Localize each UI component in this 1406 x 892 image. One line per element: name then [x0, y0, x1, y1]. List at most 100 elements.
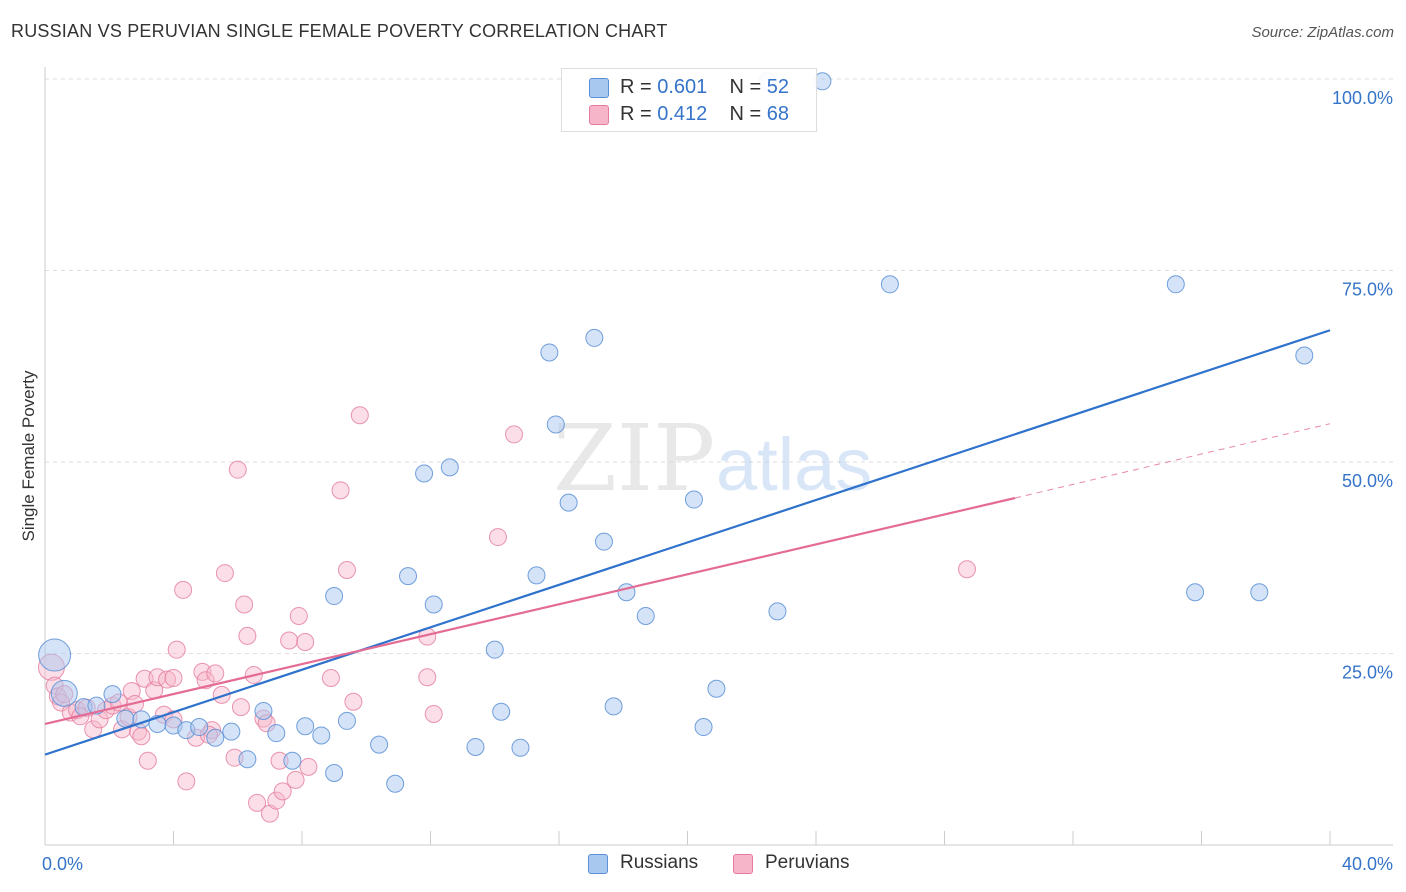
russians-point [370, 735, 389, 754]
russians-point [492, 702, 511, 721]
russians-point [1295, 346, 1314, 365]
peruvians-point [344, 692, 363, 711]
russians-point [386, 774, 405, 793]
legend-swatch-russians [589, 78, 609, 98]
peruvians-point [174, 580, 193, 599]
russians-point [283, 751, 302, 770]
peruvians-trendline [44, 496, 1016, 726]
bottom-legend-peruvians: Peruvians [733, 852, 873, 876]
russians-point [604, 697, 623, 716]
peruvians-point [248, 793, 267, 812]
legend-r-label: R = [620, 76, 658, 98]
y-tick-label: 25.0% [1342, 663, 1393, 683]
peruvians-point [260, 804, 279, 823]
peruvians-point [215, 564, 234, 583]
x-tick-label: 0.0% [42, 854, 83, 874]
legend-r-value: 0.601 [657, 76, 708, 98]
russians-point [694, 718, 713, 737]
russians-point [1250, 583, 1269, 602]
russians-point [222, 722, 241, 741]
russians-point [1186, 583, 1205, 602]
peruvians-trendline-extension [1015, 423, 1331, 499]
russians-point [325, 763, 344, 782]
russians-point [485, 640, 504, 659]
peruvians-point [177, 772, 196, 791]
russians-point [880, 275, 899, 294]
peruvians-point [231, 698, 250, 717]
peruvians-point [280, 631, 299, 650]
russians-point [87, 696, 106, 715]
russians-point [267, 724, 286, 743]
legend-n-label: N = [729, 76, 767, 98]
peruvians-point [957, 560, 976, 579]
peruvians-point [296, 633, 315, 652]
russians-point [546, 415, 565, 434]
peruvians-points [37, 406, 976, 823]
y-tick-label: 100.0% [1332, 88, 1393, 108]
legend-r-label: R = [620, 103, 658, 125]
peruvians-point [418, 668, 437, 687]
peruvians-point [164, 669, 183, 688]
peruvians-point [273, 782, 292, 801]
peruvians-point [424, 705, 443, 724]
russians-point [559, 493, 578, 512]
y-axis-title: Single Female Poverty [19, 370, 38, 542]
legend-n-value: 52 [766, 76, 790, 98]
legend-row-russians: R = 0.601 N = 52 [562, 75, 816, 101]
russians-point [585, 328, 604, 347]
russians-point [206, 728, 225, 747]
legend-stats-peruvians: R = 0.412 N = 68 [620, 103, 789, 126]
peruvians-point [135, 669, 154, 688]
y-tick-label: 50.0% [1342, 471, 1393, 491]
russians-point [50, 679, 78, 707]
russians-point [636, 606, 655, 625]
peruvians-point [228, 460, 247, 479]
peruvians-point [289, 606, 308, 625]
peruvians-point [267, 791, 286, 810]
peruvians-point [158, 670, 177, 689]
peruvians-point [235, 595, 254, 614]
peruvians-point [132, 727, 151, 746]
russians-point [337, 711, 356, 730]
bottom-legend-label-russians: Russians [620, 852, 699, 873]
peruvians-point [337, 561, 356, 580]
russians-point [325, 587, 344, 606]
legend-n-value: 68 [766, 103, 790, 125]
watermark: ZIP atlas [553, 405, 872, 512]
russians-point [116, 709, 135, 728]
russians-point [1166, 275, 1185, 294]
peruvians-point [505, 425, 524, 444]
russians-point [415, 464, 434, 483]
russians-point [466, 737, 485, 756]
legend-n-label: N = [729, 103, 767, 125]
bottom-legend-russians: Russians [588, 852, 718, 876]
russians-point [707, 679, 726, 698]
peruvians-point [321, 669, 340, 688]
russians-point [511, 738, 530, 757]
peruvians-point [488, 528, 507, 547]
russians-point [594, 532, 613, 551]
y-tick-label: 75.0% [1342, 280, 1393, 300]
bottom-legend-swatch-russians [588, 854, 608, 874]
peruvians-point [331, 481, 350, 500]
peruvians-point [286, 770, 305, 789]
x-tick-label: 40.0% [1342, 854, 1393, 874]
russians-point [424, 595, 443, 614]
russians-point [527, 566, 546, 585]
peruvians-point [212, 685, 231, 704]
russians-point [768, 602, 787, 621]
russians-point [296, 717, 315, 736]
russians-point [38, 638, 72, 672]
legend-r-value: 0.412 [657, 103, 708, 125]
russians-point [190, 718, 209, 737]
bottom-legend-label-peruvians: Peruvians [765, 852, 850, 873]
axes [44, 67, 1393, 846]
peruvians-point [350, 406, 369, 425]
source-label: Source: ZipAtlas.com [1251, 24, 1394, 41]
chart-title: RUSSIAN VS PERUVIAN SINGLE FEMALE POVERT… [11, 21, 668, 41]
russians-point [684, 490, 703, 509]
watermark-atlas: atlas [716, 423, 872, 506]
bottom-legend-swatch-peruvians [733, 854, 753, 874]
russians-point [312, 726, 331, 745]
russians-point [540, 343, 559, 362]
